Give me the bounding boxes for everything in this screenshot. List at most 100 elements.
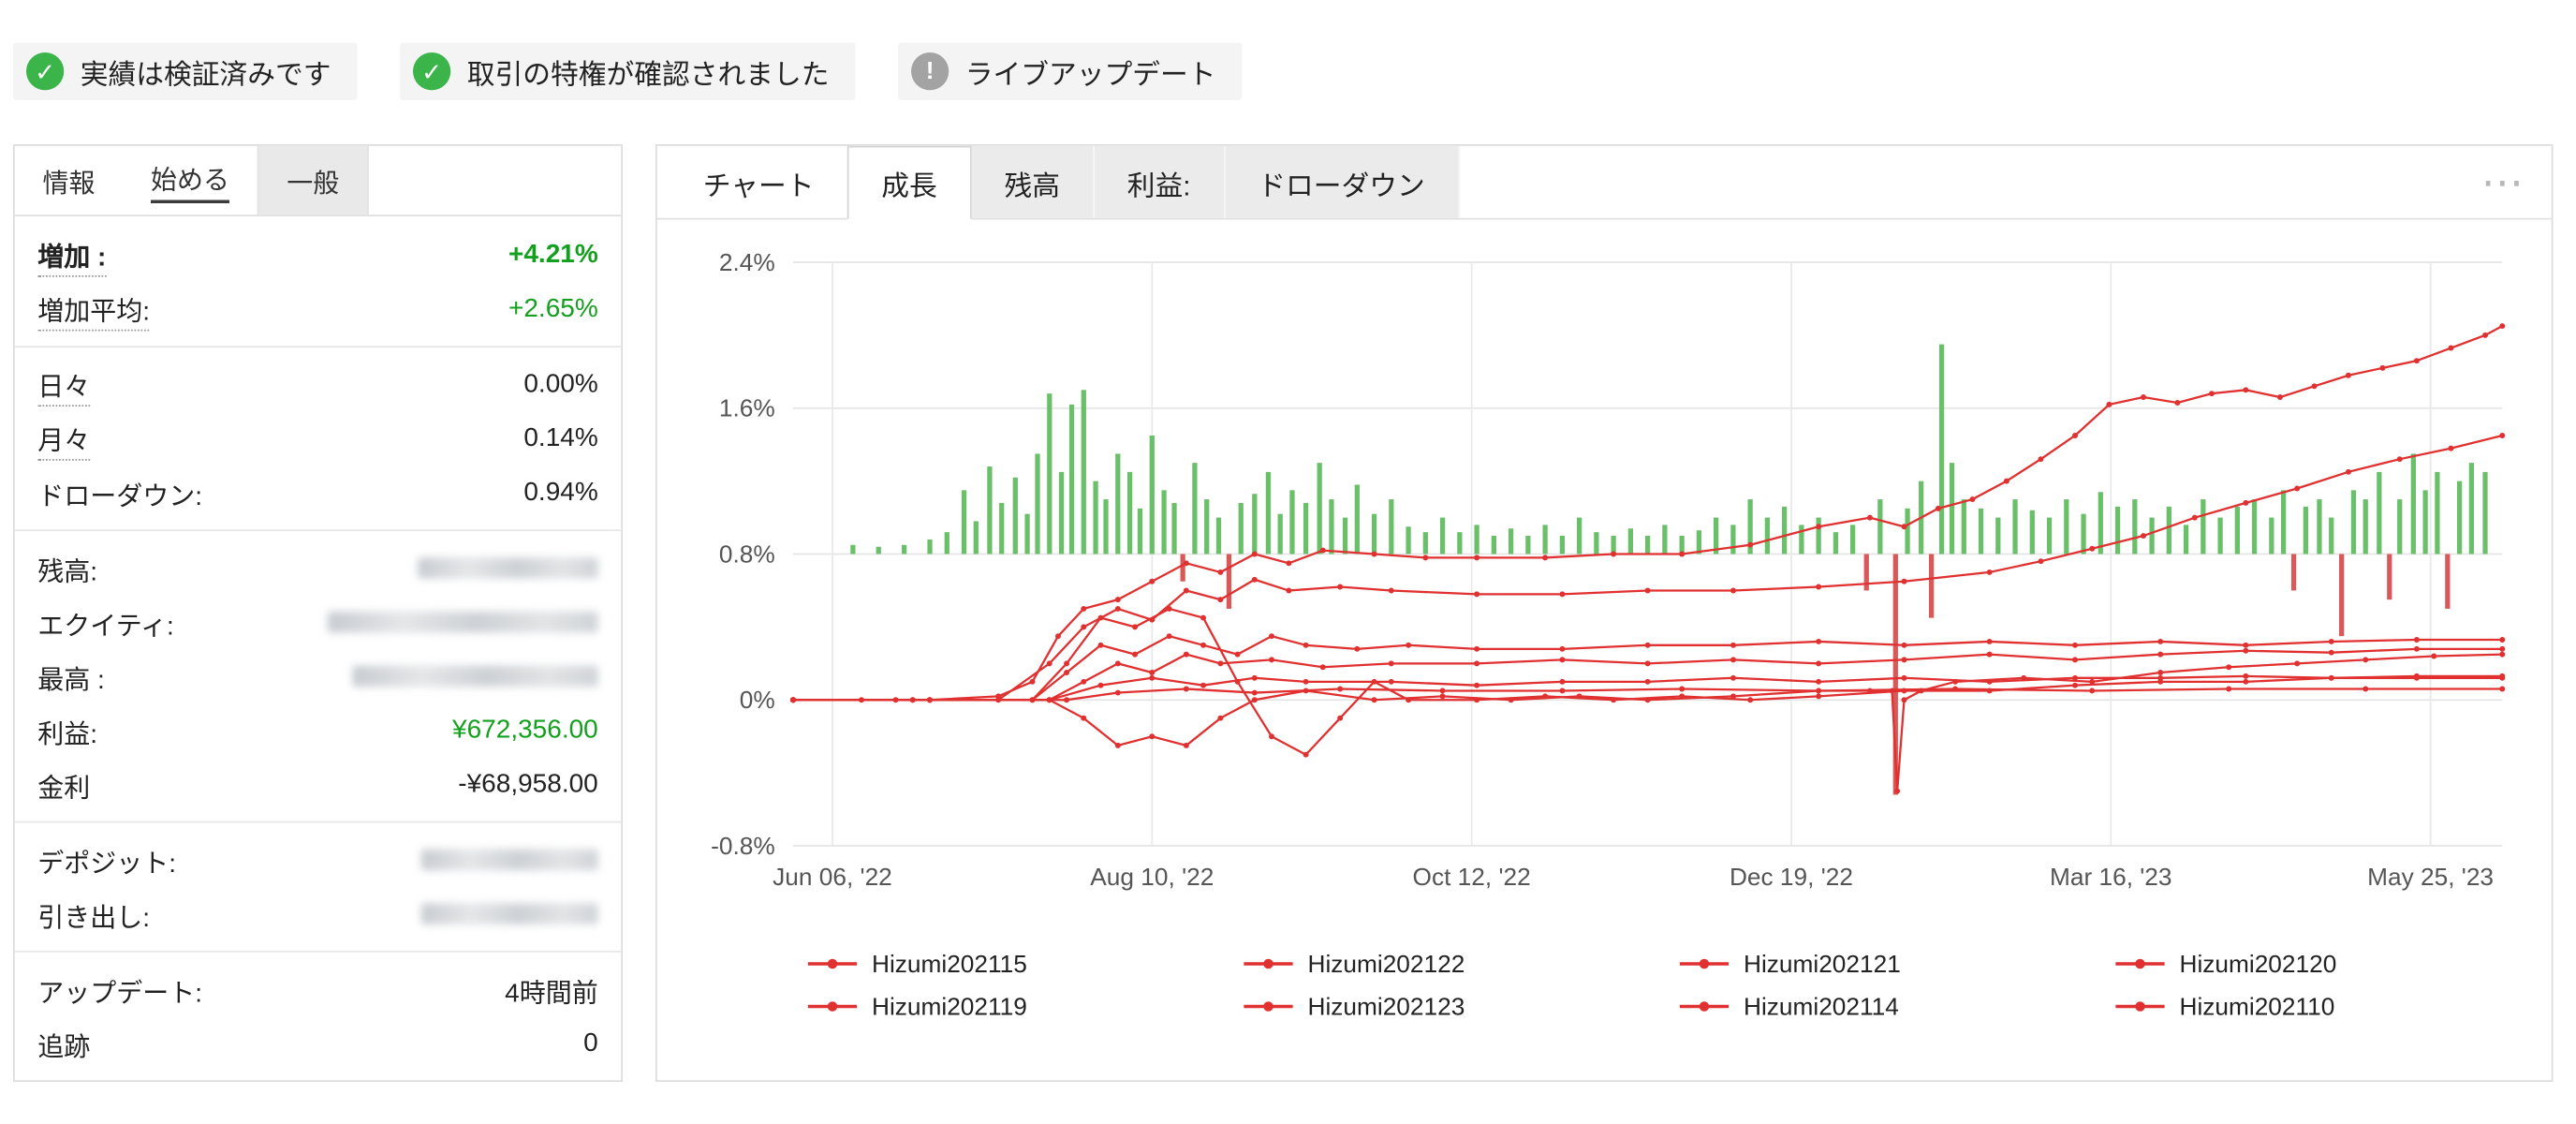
x-axis-label: Dec 19, '22 — [1730, 863, 1853, 891]
legend-label: Hizumi202115 — [872, 950, 1027, 978]
chart-bar — [1389, 499, 1394, 555]
chart-bar — [2166, 506, 2171, 555]
legend-item-Hizumi202115[interactable]: Hizumi202115 — [807, 942, 1244, 985]
info-panel-tabs: 情報 始める 一般 — [14, 145, 622, 216]
x-axis-label: Aug 10, '22 — [1090, 863, 1214, 891]
legend-item-Hizumi202123[interactable]: Hizumi202123 — [1244, 985, 1680, 1028]
chart-line-Hizumi202123 — [793, 688, 2503, 702]
chart-bar — [1035, 453, 1040, 555]
chart-bar — [1238, 502, 1244, 555]
legend-item-Hizumi202121[interactable]: Hizumi202121 — [1679, 942, 2116, 985]
stat-label-daily: 日々 — [37, 363, 91, 407]
chart-line-Hizumi202121 — [793, 634, 2503, 702]
legend-row: Hizumi202119 Hizumi202123 Hizumi202114 Hizu… — [807, 985, 2552, 1028]
stat-value-profit: ¥672,356.00 — [452, 715, 598, 744]
chart-bar — [1949, 463, 1955, 555]
stat-value-interest: -¥68,958.00 — [458, 769, 598, 798]
status-badges: ✓ 実績は検証済みです ✓ 取引の特権が確認されました ! ライブアップデート — [13, 42, 1243, 100]
tab-growth[interactable]: 成長 — [846, 145, 972, 220]
stat-row-highest: 最高 : — [15, 649, 622, 703]
stat-label-interest: 金利 — [37, 774, 91, 803]
chart-bar — [1833, 532, 1839, 555]
chart-bar — [1928, 554, 1935, 618]
stat-row-profit: 利益: ¥672,356.00 — [15, 703, 622, 758]
chart-bar — [1126, 471, 1133, 555]
chart-bar — [2387, 554, 2392, 600]
legend-item-Hizumi202120[interactable]: Hizumi202120 — [2115, 942, 2552, 985]
legend-item-Hizumi202122[interactable]: Hizumi202122 — [1244, 942, 1680, 985]
y-axis-label: 2.4% — [719, 248, 775, 276]
chart-bar — [1303, 502, 1309, 555]
legend-item-Hizumi202114[interactable]: Hizumi202114 — [1679, 985, 2116, 1028]
chart-bar — [1226, 554, 1232, 609]
stat-row-balance: 残高: — [15, 541, 622, 596]
chart-bar — [1252, 494, 1258, 555]
chart-bar — [987, 466, 993, 555]
chart-bar — [1317, 463, 1322, 555]
chart-bar — [1068, 404, 1075, 555]
tab-profit[interactable]: 利益: — [1094, 145, 1226, 218]
chart-bar — [2377, 471, 2382, 555]
chart-bar — [2012, 499, 2018, 555]
tab-balance[interactable]: 残高 — [971, 145, 1095, 218]
tab-chart[interactable]: チャート — [670, 146, 847, 218]
chart-bar — [1354, 484, 1360, 555]
legend-item-Hizumi202119[interactable]: Hizumi202119 — [807, 985, 1244, 1028]
chart-bar — [2482, 471, 2488, 555]
stat-row-updated: アップデート: 4時間前 — [15, 962, 622, 1016]
tab-label: 残高 — [1004, 170, 1060, 201]
tab-label: チャート — [702, 170, 815, 201]
stat-row-growth: 増加 : +4.21% — [15, 228, 622, 282]
chart-bar — [1192, 463, 1198, 555]
chart-line-Hizumi202119 — [793, 674, 2503, 702]
chart-bar — [1662, 525, 1668, 555]
status-badge-verified: ✓ 実績は検証済みです — [13, 42, 358, 100]
exclamation-circle-icon: ! — [911, 52, 949, 91]
legend-item-Hizumi202110[interactable]: Hizumi202110 — [2115, 985, 2552, 1028]
tab-info[interactable]: 情報 — [15, 146, 124, 215]
divider — [14, 529, 622, 531]
stat-value-monthly: 0.14% — [523, 423, 598, 452]
stat-label-balance: 残高: — [37, 557, 98, 586]
chart-bar — [1093, 481, 1098, 555]
tab-general[interactable]: 一般 — [257, 145, 369, 215]
legend-label: Hizumi202120 — [2179, 950, 2337, 978]
legend-marker-icon — [1679, 1001, 1730, 1012]
chart-bar — [2397, 499, 2403, 555]
status-badge-live-update: ! ライブアップデート — [898, 42, 1243, 100]
tab-start[interactable]: 始める — [123, 146, 258, 215]
chart-bar — [1714, 517, 1719, 555]
stat-row-tracking: 追跡 0 — [15, 1016, 622, 1071]
stat-label-updated: アップデート: — [37, 979, 203, 1008]
chart-bar — [1265, 471, 1272, 555]
chart-bar — [999, 502, 1005, 555]
chart-bar — [1905, 508, 1910, 555]
chart-bar — [1204, 499, 1210, 555]
chart-panel: チャート 成長 残高 利益: ドローダウン ⋯ 2.4% 1.6% 0.8% 0% -0.8% J… — [655, 144, 2554, 1082]
more-options-button[interactable]: ⋯ — [2480, 157, 2529, 207]
chart-bar — [1542, 525, 1548, 555]
stat-value-growth-avg: +2.65% — [508, 294, 598, 322]
tab-label: 情報 — [42, 170, 96, 199]
tab-drawdown[interactable]: ドローダウン — [1225, 145, 1460, 218]
chart-bar — [1171, 502, 1177, 555]
chart-bar — [1730, 525, 1736, 555]
chart-bar — [1406, 526, 1411, 555]
stat-label-drawdown: ドローダウン: — [37, 482, 203, 511]
stat-row-growth-avg: 増加平均: +2.65% — [15, 282, 622, 336]
y-axis-label: -0.8% — [711, 832, 775, 860]
chart-bar — [1115, 453, 1121, 555]
stat-label-highest: 最高 : — [37, 666, 105, 695]
chart-bar — [1679, 536, 1685, 555]
chart-bar — [1474, 525, 1479, 555]
chart-bar — [1559, 536, 1565, 555]
chart-bar — [1024, 513, 1030, 555]
stat-value-withdrawal-masked — [420, 903, 598, 924]
chart-bar — [1047, 393, 1052, 555]
stat-label-deposit: デポジット: — [37, 850, 177, 879]
chart-bar — [2149, 517, 2155, 555]
chart-bar — [2046, 517, 2053, 555]
check-circle-icon: ✓ — [413, 52, 451, 91]
chart-bar — [1508, 528, 1514, 555]
